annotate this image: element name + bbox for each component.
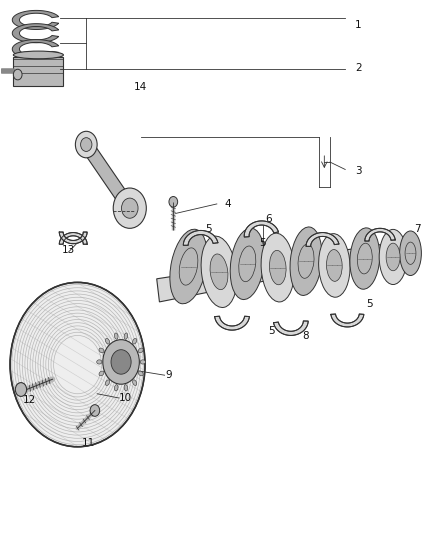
Ellipse shape xyxy=(170,229,207,304)
Text: 10: 10 xyxy=(119,393,132,403)
Text: 1: 1 xyxy=(355,20,362,30)
Text: 6: 6 xyxy=(266,214,272,224)
Polygon shape xyxy=(157,239,416,302)
Polygon shape xyxy=(12,11,59,29)
Ellipse shape xyxy=(99,371,104,376)
Circle shape xyxy=(169,197,178,207)
Polygon shape xyxy=(81,140,134,213)
Text: 14: 14 xyxy=(134,82,147,92)
Text: 9: 9 xyxy=(166,370,172,380)
Text: 13: 13 xyxy=(62,245,75,255)
Text: 7: 7 xyxy=(414,224,420,235)
Ellipse shape xyxy=(124,385,128,391)
Text: 5: 5 xyxy=(268,326,275,336)
Circle shape xyxy=(13,69,22,80)
Polygon shape xyxy=(244,221,279,237)
Text: 4: 4 xyxy=(224,199,231,209)
Ellipse shape xyxy=(179,248,198,285)
Ellipse shape xyxy=(386,243,400,271)
Text: 8: 8 xyxy=(303,332,309,342)
Polygon shape xyxy=(215,316,249,330)
Ellipse shape xyxy=(298,244,314,278)
Ellipse shape xyxy=(106,338,110,344)
Ellipse shape xyxy=(99,348,104,353)
Polygon shape xyxy=(306,232,339,246)
Ellipse shape xyxy=(13,51,64,59)
Ellipse shape xyxy=(350,228,380,289)
Circle shape xyxy=(15,383,27,397)
Ellipse shape xyxy=(405,242,416,264)
Polygon shape xyxy=(59,232,87,244)
Ellipse shape xyxy=(97,360,102,364)
Circle shape xyxy=(81,138,92,151)
Text: 3: 3 xyxy=(355,166,362,176)
Polygon shape xyxy=(331,314,364,327)
Ellipse shape xyxy=(357,243,372,274)
Circle shape xyxy=(75,131,97,158)
Ellipse shape xyxy=(318,233,350,297)
Ellipse shape xyxy=(138,371,143,376)
Ellipse shape xyxy=(239,246,256,281)
Polygon shape xyxy=(365,228,395,241)
Ellipse shape xyxy=(140,360,145,364)
Polygon shape xyxy=(12,39,59,59)
Text: 12: 12 xyxy=(23,395,36,405)
Ellipse shape xyxy=(210,254,228,289)
Ellipse shape xyxy=(133,338,137,344)
Ellipse shape xyxy=(138,348,143,353)
Ellipse shape xyxy=(114,333,118,339)
Polygon shape xyxy=(12,23,59,43)
Circle shape xyxy=(113,188,146,228)
Ellipse shape xyxy=(201,236,237,308)
Ellipse shape xyxy=(133,380,137,385)
Ellipse shape xyxy=(399,231,421,276)
Circle shape xyxy=(10,282,145,447)
Text: 5: 5 xyxy=(366,298,372,309)
Circle shape xyxy=(103,340,139,384)
Circle shape xyxy=(90,405,100,416)
Ellipse shape xyxy=(379,229,407,285)
Text: 2: 2 xyxy=(355,63,362,72)
Polygon shape xyxy=(59,232,87,244)
Polygon shape xyxy=(184,230,218,245)
Circle shape xyxy=(121,198,138,218)
Ellipse shape xyxy=(326,249,342,281)
Ellipse shape xyxy=(290,227,322,295)
Ellipse shape xyxy=(230,228,265,300)
Polygon shape xyxy=(13,56,64,86)
Text: 11: 11 xyxy=(82,438,95,448)
Ellipse shape xyxy=(114,385,118,391)
Ellipse shape xyxy=(106,380,110,385)
Ellipse shape xyxy=(261,233,294,302)
Circle shape xyxy=(111,350,131,374)
Text: 5: 5 xyxy=(205,224,212,235)
Ellipse shape xyxy=(124,333,128,339)
Text: 5: 5 xyxy=(259,238,266,248)
Polygon shape xyxy=(274,321,308,335)
Ellipse shape xyxy=(269,251,286,285)
